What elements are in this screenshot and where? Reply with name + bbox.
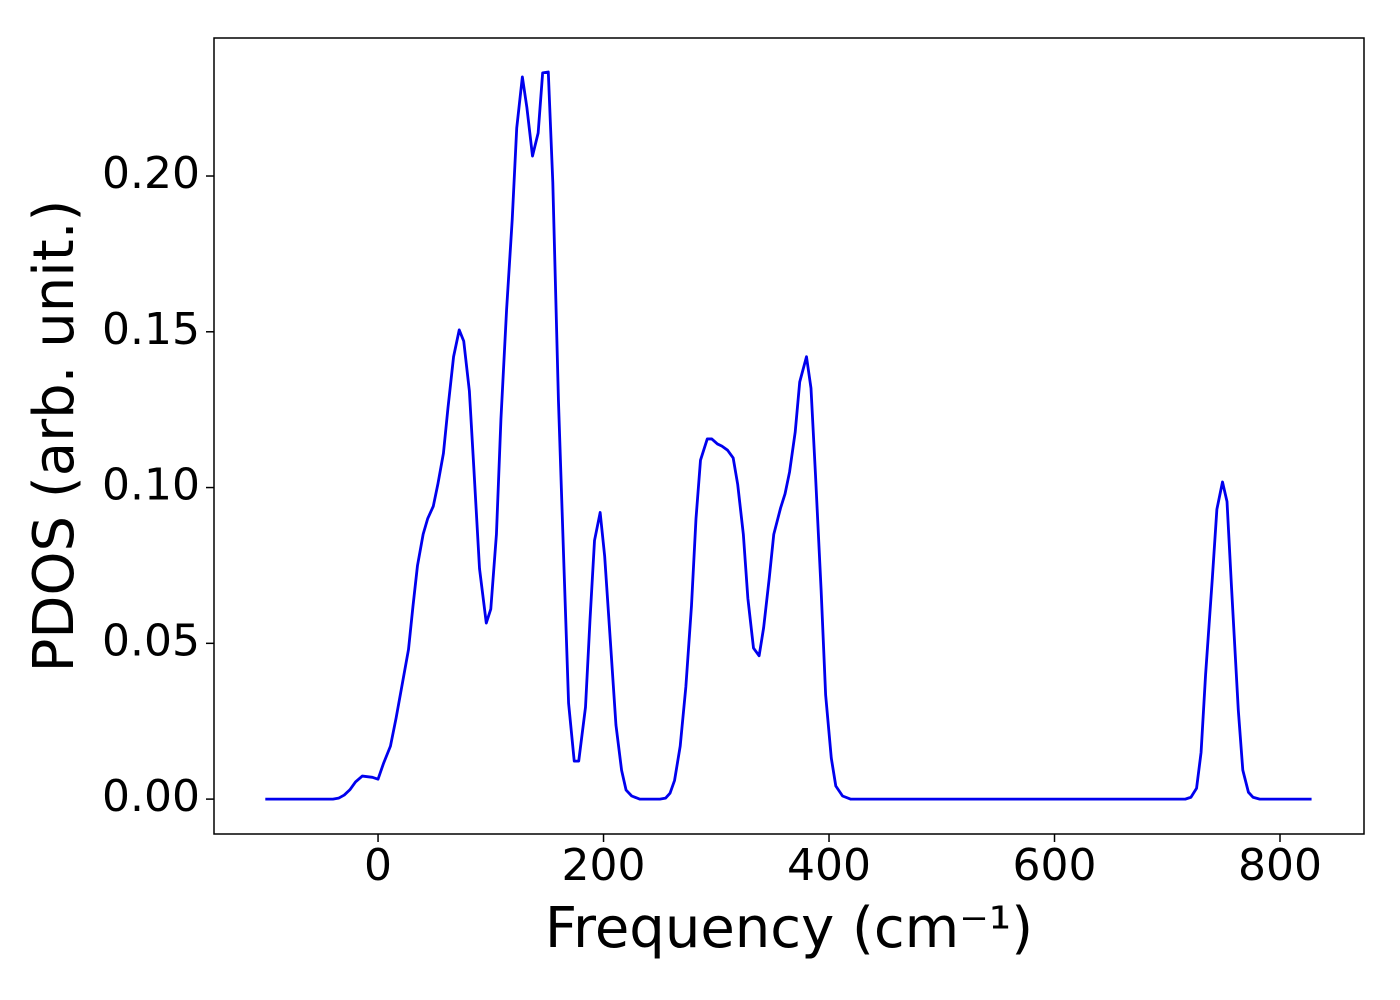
y-tick-label: 0.05 xyxy=(102,615,200,666)
line-series xyxy=(265,70,1312,801)
x-tick-label: 400 xyxy=(787,840,871,891)
y-axis-label: PDOS (arb. unit.) xyxy=(22,200,87,673)
plot-frame xyxy=(213,37,1365,835)
y-tick-label: 0.15 xyxy=(102,304,200,355)
y-tick-label: 0.10 xyxy=(102,460,200,511)
y-tick-label: 0.00 xyxy=(102,771,200,822)
x-tick-label: 200 xyxy=(562,840,646,891)
x-axis-label: Frequency (cm⁻¹) xyxy=(545,896,1033,961)
x-tick-label: 800 xyxy=(1238,840,1322,891)
x-tick-label: 0 xyxy=(364,840,392,891)
x-tick-label: 600 xyxy=(1013,840,1097,891)
y-tick-label: 0.20 xyxy=(102,148,200,199)
